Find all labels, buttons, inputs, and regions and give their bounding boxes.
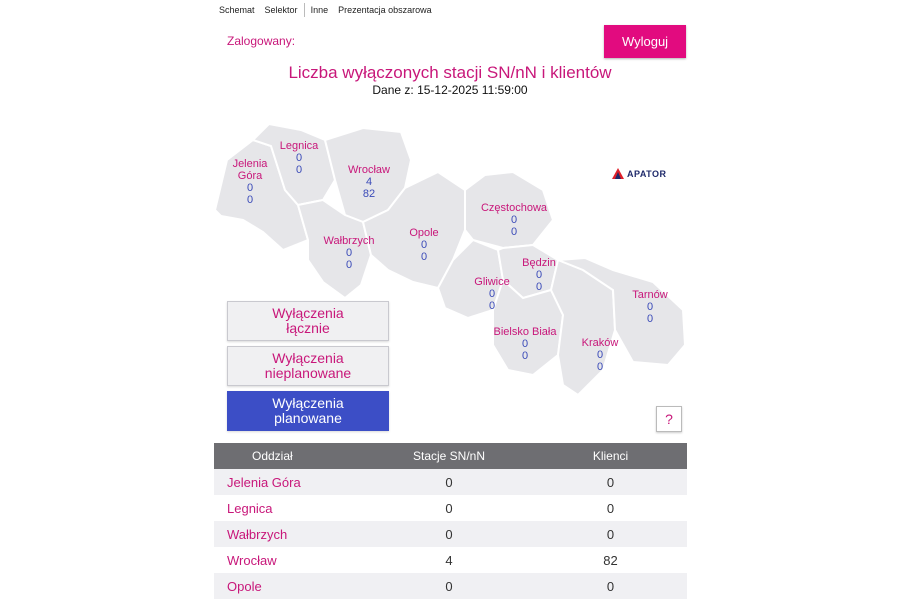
cell-clients: 0 xyxy=(606,474,615,490)
cell-branch: Opole xyxy=(227,578,262,594)
help-button[interactable]: ? xyxy=(656,406,682,432)
map-label-tarnow[interactable]: Tarnów 0 0 xyxy=(632,289,668,325)
region-legnica[interactable] xyxy=(251,122,337,207)
cell-branch: Wałbrzych xyxy=(227,526,288,542)
logout-button[interactable]: Wyloguj xyxy=(604,25,686,58)
logged-in-label: Zalogowany: xyxy=(227,34,296,48)
cell-branch: Jelenia Góra xyxy=(227,474,301,490)
map-label-bielsko-biala[interactable]: Bielsko Biała 0 0 xyxy=(493,326,557,362)
table-row[interactable]: Wrocław 4 82 xyxy=(214,547,687,573)
table-header-row: Oddział Stacje SN/nN Klienci xyxy=(214,443,687,469)
outages-planned-button[interactable]: Wyłączenia planowane xyxy=(227,391,389,431)
nav-inne[interactable]: Inne xyxy=(310,5,329,15)
outages-table: Oddział Stacje SN/nN Klienci Jelenia Gór… xyxy=(214,443,687,599)
column-header-oddzial[interactable]: Oddział xyxy=(252,449,293,463)
cell-clients: 0 xyxy=(606,526,615,542)
map-label-legnica[interactable]: Legnica 0 0 xyxy=(279,140,319,176)
cell-clients: 0 xyxy=(606,578,615,594)
map-label-bedzin[interactable]: Będzin 0 0 xyxy=(522,257,556,293)
cell-branch: Legnica xyxy=(227,500,273,516)
table-row[interactable]: Wałbrzych 0 0 xyxy=(214,521,687,547)
nav-schemat[interactable]: Schemat xyxy=(219,5,255,15)
map-label-czestochowa[interactable]: Częstochowa 0 0 xyxy=(480,202,548,238)
table-row[interactable]: Legnica 0 0 xyxy=(214,495,687,521)
cell-stations: 0 xyxy=(445,526,453,542)
column-header-stacje[interactable]: Stacje SN/nN xyxy=(412,449,486,463)
nav-divider xyxy=(303,3,305,17)
map-label-walbrzych[interactable]: Wałbrzych 0 0 xyxy=(323,235,375,271)
map-label-opole[interactable]: Opole 0 0 xyxy=(409,227,439,263)
map-label-wroclaw[interactable]: Wrocław 4 82 xyxy=(348,164,390,200)
cell-clients: 82 xyxy=(603,552,618,568)
table-row[interactable]: Opole 0 0 xyxy=(214,573,687,599)
cell-stations: 0 xyxy=(445,474,453,490)
table-row[interactable]: Jelenia Góra 0 0 xyxy=(214,469,687,495)
column-header-klienci[interactable]: Klienci xyxy=(592,449,629,463)
region-walbrzych[interactable] xyxy=(296,198,373,300)
cell-stations: 0 xyxy=(445,578,453,594)
map-label-krakow[interactable]: Kraków 0 0 xyxy=(581,337,619,373)
nav-selektor[interactable]: Selektor xyxy=(264,5,298,15)
region-map xyxy=(213,122,687,397)
cell-stations: 0 xyxy=(445,500,453,516)
cell-clients: 0 xyxy=(606,500,615,516)
map-label-gliwice[interactable]: Gliwice 0 0 xyxy=(474,276,510,312)
region-tarnow[interactable] xyxy=(557,256,687,367)
page-title: Liczba wyłączonych stacji SN/nN i klient… xyxy=(288,63,612,82)
nav-prezentacja-obszarowa[interactable]: Prezentacja obszarowa xyxy=(338,5,432,15)
apator-logo-icon xyxy=(612,168,624,179)
outages-unplanned-button[interactable]: Wyłączenia nieplanowane xyxy=(227,346,389,386)
apator-logo: APATOR xyxy=(612,168,667,179)
data-timestamp: Dane z: 15-12-2025 11:59:00 xyxy=(372,83,528,97)
top-navigation: Schemat Selektor Inne Prezentacja obszar… xyxy=(219,3,442,17)
cell-stations: 4 xyxy=(445,552,453,568)
cell-branch: Wrocław xyxy=(227,552,277,568)
region-opole[interactable] xyxy=(361,170,466,290)
outages-total-button[interactable]: Wyłączenia łącznie xyxy=(227,301,389,341)
region-czestochowa[interactable] xyxy=(464,170,555,250)
map-label-jelenia-gora[interactable]: Jelenia Góra 0 0 xyxy=(232,158,268,206)
